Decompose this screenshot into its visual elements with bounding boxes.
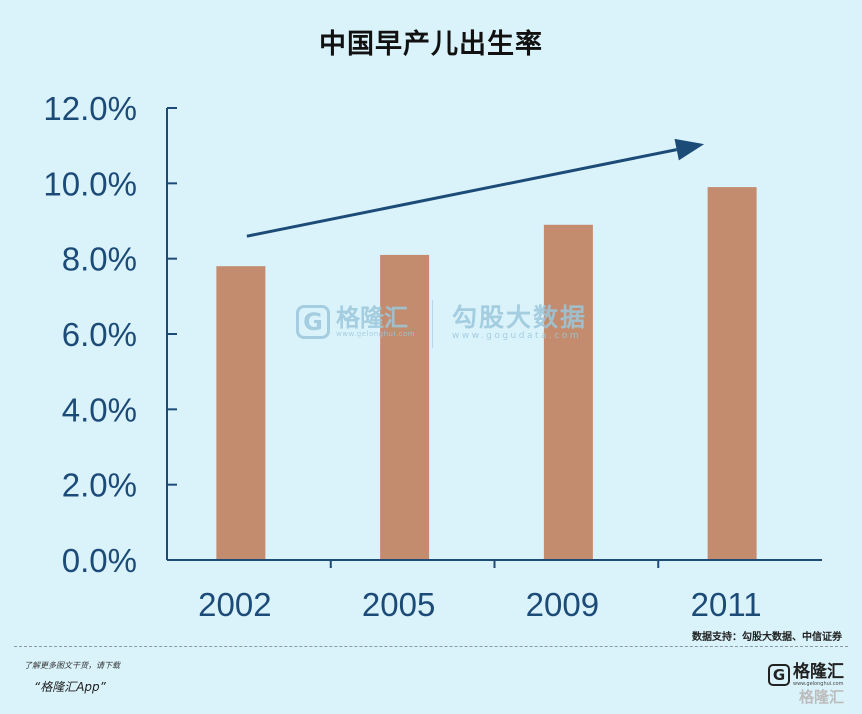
footer-logo-name: 格隆汇 [793, 662, 844, 682]
bar-2011 [707, 187, 757, 560]
watermark-gogudata: 勾股大数据 www.gogudata.com [452, 303, 588, 342]
y-tick-label: 12.0% [43, 90, 137, 127]
y-tick-label: 10.0% [43, 165, 137, 202]
watermark-gogudata-url: www.gogudata.com [452, 331, 582, 341]
bar-2005 [380, 254, 430, 560]
y-tick-label: 6.0% [62, 316, 137, 353]
watermark-g-logo-icon: G [296, 305, 330, 339]
x-category-label: 2011 [691, 586, 762, 623]
footer-logo-ghost: 格隆汇 [798, 688, 844, 706]
footer-logo-url: www.gelonghui.com [793, 681, 844, 687]
x-category-label: 2009 [526, 586, 599, 623]
watermark-separator [432, 300, 433, 348]
bar-2002 [216, 266, 266, 560]
y-tick-label: 2.0% [62, 467, 137, 504]
bar-2009 [543, 224, 593, 560]
x-category-label: 2005 [362, 586, 435, 623]
y-tick-label: 0.0% [62, 542, 137, 579]
data-source-note: 数据支持：勾股大数据、中信证券 [692, 632, 842, 643]
x-category-label: 2002 [198, 586, 271, 623]
watermark-gelonghui: G 格隆汇 www.gelonghui.com [296, 305, 415, 339]
chart-title: 中国早产儿出生率 [319, 29, 543, 60]
footer-download-hint: 了解更多图文干货，请下载 [24, 661, 120, 670]
footer-logo: G 格隆汇 www.gelonghui.com [768, 663, 844, 687]
watermark-gelonghui-url: www.gelonghui.com [336, 330, 416, 338]
watermark-gelonghui-name: 格隆汇 [336, 304, 408, 332]
trend-arrow-head-icon [674, 138, 705, 161]
footer-divider [14, 646, 848, 647]
trend-arrow-line [246, 148, 677, 238]
y-tick-label: 4.0% [62, 391, 137, 428]
watermark-gogudata-name: 勾股大数据 [452, 303, 588, 332]
footer-g-logo-icon: G [768, 664, 790, 686]
footer-app-name: “格隆汇App” [34, 680, 106, 694]
y-tick-label: 8.0% [62, 241, 137, 278]
